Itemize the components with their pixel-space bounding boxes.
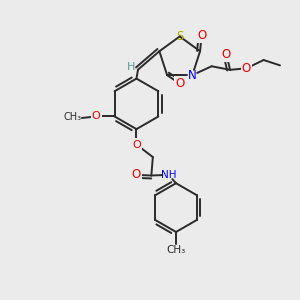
Text: O: O bbox=[222, 48, 231, 61]
Text: O: O bbox=[92, 112, 100, 122]
Text: O: O bbox=[197, 29, 206, 42]
Text: O: O bbox=[175, 77, 184, 90]
Text: O: O bbox=[131, 168, 140, 182]
Text: CH₃: CH₃ bbox=[167, 245, 186, 255]
Text: O: O bbox=[242, 62, 251, 75]
Text: S: S bbox=[176, 30, 183, 43]
Text: NH: NH bbox=[161, 170, 176, 180]
Text: O: O bbox=[132, 140, 141, 150]
Text: H: H bbox=[127, 62, 136, 72]
Text: CH₃: CH₃ bbox=[63, 112, 82, 122]
Text: N: N bbox=[188, 69, 197, 82]
